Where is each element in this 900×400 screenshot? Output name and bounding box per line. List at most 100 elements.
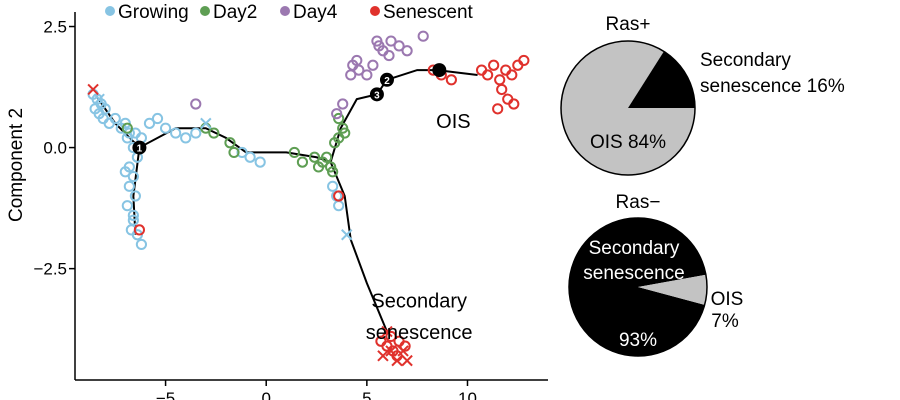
point-day2 <box>339 127 351 139</box>
legend-label-growing: Growing <box>118 2 189 23</box>
legend-label-day4: Day4 <box>293 2 338 23</box>
pie-outline <box>568 217 708 357</box>
point-growing <box>143 117 156 129</box>
pie-slice-secondary <box>569 217 706 356</box>
point-senescent <box>512 59 524 71</box>
pie-title: Ras− <box>616 192 661 213</box>
point-senescent <box>492 103 504 115</box>
y-axis-title: Component 2 <box>6 108 27 222</box>
point-growing <box>127 209 139 221</box>
legend-label-senescent: Senescent <box>383 2 474 23</box>
annotation-label: senescence <box>366 322 473 344</box>
pie-title: Ras+ <box>606 14 651 35</box>
legend-swatch-day2 <box>200 6 210 16</box>
pie-label-secondary-value: 93% <box>619 330 657 351</box>
pie-label-ois-line1: OIS <box>711 289 744 310</box>
point-day4 <box>361 69 373 81</box>
point-senescent <box>508 98 520 110</box>
y-tick-label: −2.5 <box>33 260 67 279</box>
point-senescent <box>133 224 146 236</box>
point-growing <box>109 112 121 125</box>
point-day4 <box>331 108 343 120</box>
point-senescent <box>500 64 512 76</box>
trajectory-node-label: 3 <box>374 90 380 101</box>
point-senescent <box>475 64 488 76</box>
pie-label-secondary-line2: senescence 16% <box>700 76 845 97</box>
point-growing <box>151 112 164 125</box>
point-growing <box>236 146 248 159</box>
cross-marker <box>385 345 397 357</box>
scatter-chart: −5 0 5 10 2.5 0.0 −2.5 Component 2 Growing Day2… <box>6 2 548 400</box>
pie-label-ois-line2: 7% <box>711 311 739 332</box>
pie-label-secondary-line2: senescence <box>583 263 684 284</box>
point-growing <box>121 200 133 212</box>
pie-label-ois: OIS 84% <box>590 132 666 153</box>
pie-slice-ois <box>638 274 707 305</box>
trajectory-nodes: 1 23 <box>132 63 447 155</box>
cross-marker <box>401 354 413 367</box>
cross-marker <box>391 354 403 367</box>
cross-marker <box>397 345 409 357</box>
point-day2 <box>308 151 321 163</box>
trajectory-main <box>94 69 478 164</box>
point-growing <box>180 132 192 144</box>
point-senescent <box>385 330 397 343</box>
point-growing <box>254 156 266 168</box>
point-growing <box>170 127 182 139</box>
point-day4 <box>353 64 365 76</box>
point-day4 <box>393 40 405 52</box>
point-senescent <box>482 69 494 81</box>
point-day2 <box>224 137 236 149</box>
trajectory-node-label: 2 <box>384 76 390 87</box>
axes: −5 0 5 10 2.5 0.0 −2.5 <box>33 12 548 400</box>
point-senescent <box>506 69 518 81</box>
point-growing <box>123 180 135 192</box>
point-growing <box>129 190 141 202</box>
x-tick-label: 5 <box>362 389 371 400</box>
trajectory <box>94 69 478 332</box>
pie-label-secondary-line1: Secondary <box>700 50 791 71</box>
x-tick-label: 10 <box>458 389 477 400</box>
point-day2 <box>288 146 300 159</box>
point-growing <box>127 214 139 226</box>
cross-marker <box>341 229 353 241</box>
point-day2 <box>228 146 240 159</box>
point-growing <box>127 171 139 183</box>
trajectory-node <box>432 63 447 78</box>
y-tick-label: 0.0 <box>43 139 67 158</box>
trajectory-branch-growing <box>132 147 141 235</box>
pie-outline <box>560 40 696 176</box>
trajectory-node <box>379 72 394 87</box>
point-day4 <box>385 35 397 47</box>
point-growing <box>103 117 115 129</box>
trajectory-node <box>369 87 384 102</box>
y-tick-label: 2.5 <box>43 18 67 37</box>
annotation-label: Secondary <box>371 290 467 312</box>
cross-marker <box>377 350 389 362</box>
point-day4 <box>190 98 202 110</box>
point-day4 <box>417 30 429 42</box>
point-senescent <box>399 340 411 352</box>
annotation-label: OIS <box>436 111 470 133</box>
data-points <box>87 30 530 367</box>
point-day2 <box>296 156 309 168</box>
point-day2 <box>320 151 333 163</box>
pie-chart-ras-plus: Ras+ OIS 84% Secondary senescence 16% <box>560 14 845 176</box>
point-senescent <box>494 74 506 86</box>
point-day4 <box>367 59 379 71</box>
point-day4 <box>337 98 349 110</box>
point-growing <box>333 200 345 212</box>
point-growing <box>327 180 339 192</box>
x-tick-label: 0 <box>261 389 270 400</box>
point-growing <box>159 122 172 134</box>
legend: Growing Day2 Day4 Senescent <box>105 2 474 23</box>
point-senescent <box>518 54 530 67</box>
pie-slice-ois <box>560 40 695 175</box>
pie-label-secondary-line1: Secondary <box>589 238 680 259</box>
annotations: OIS Secondary senescence <box>366 111 473 344</box>
point-growing <box>135 238 148 251</box>
point-growing <box>190 127 202 139</box>
point-growing <box>244 151 256 163</box>
